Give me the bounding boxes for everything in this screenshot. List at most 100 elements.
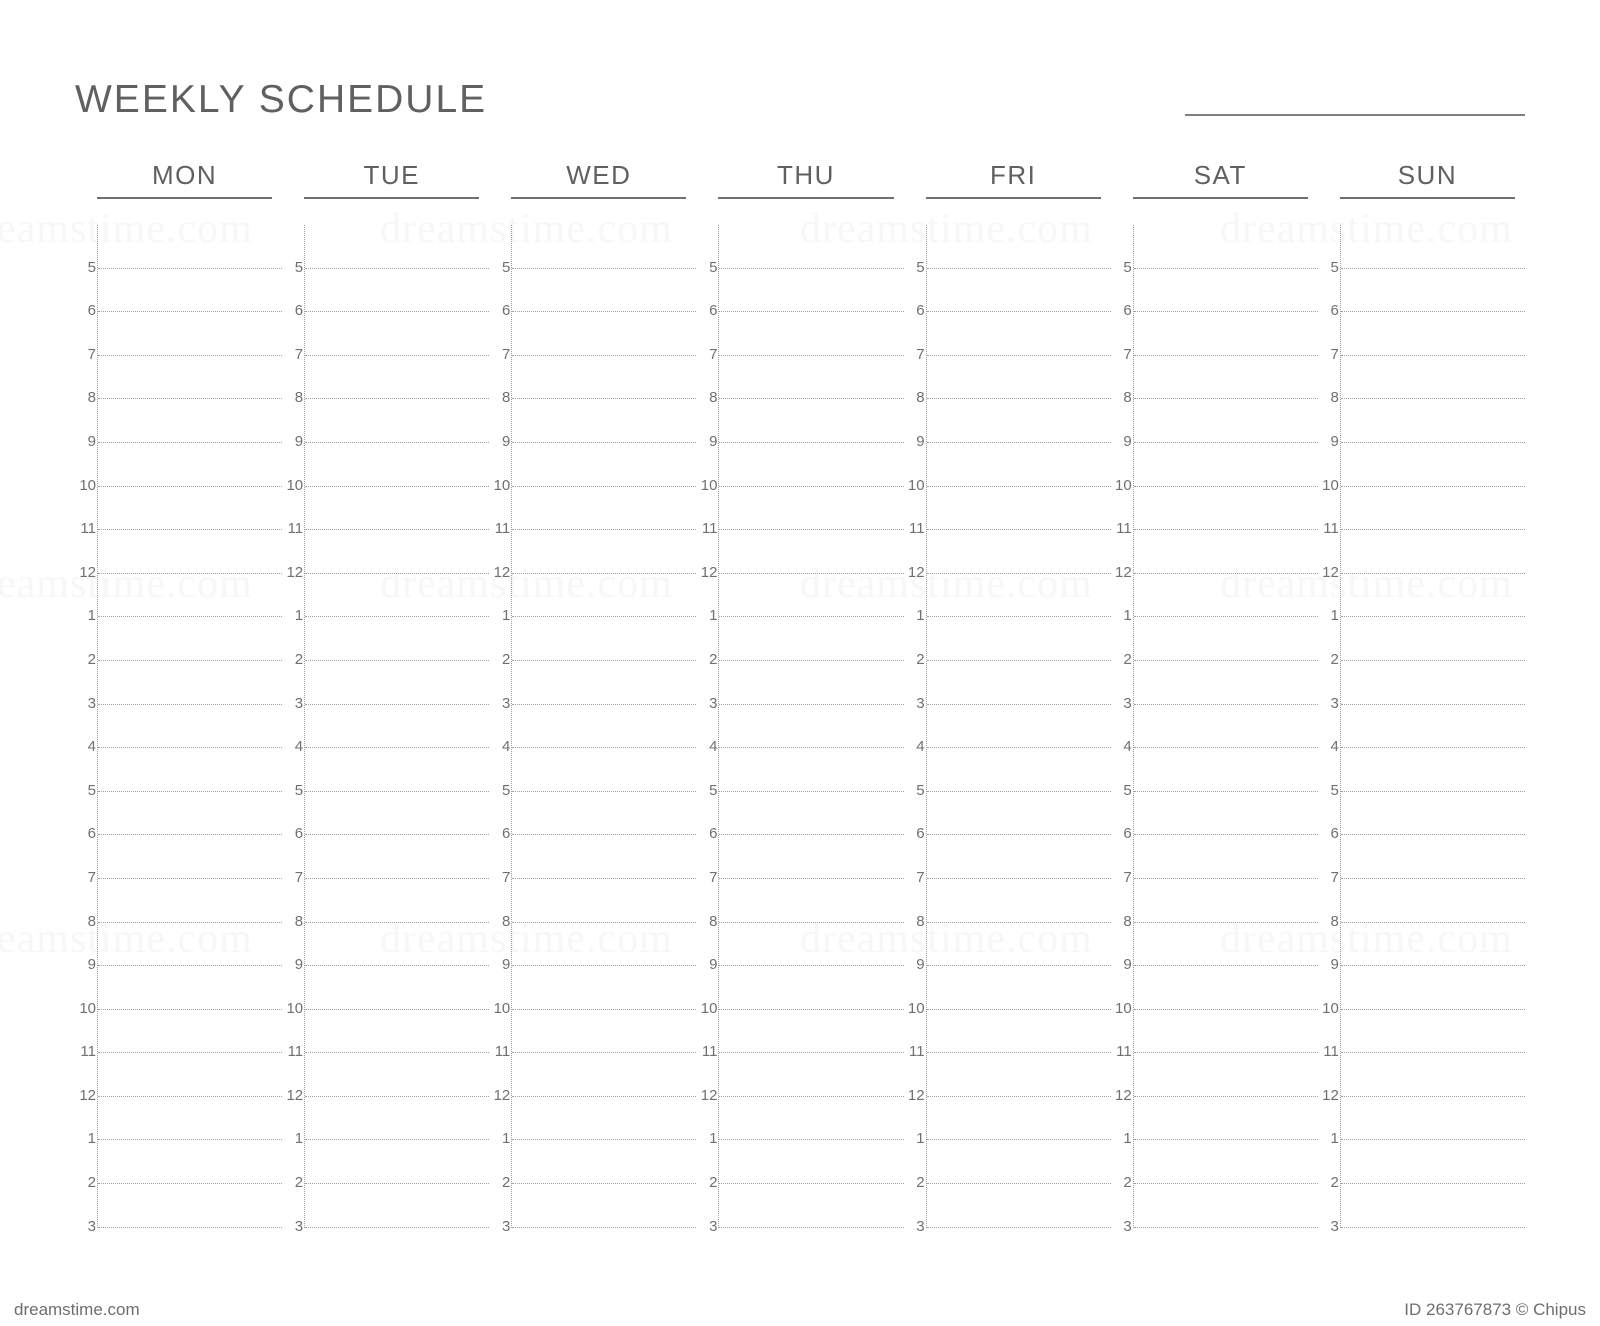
day-header: MON [97, 160, 272, 199]
hour-label: 8 [905, 389, 925, 406]
hour-row: 7 [719, 312, 903, 356]
hour-label: 6 [905, 302, 925, 319]
hour-label: 12 [1319, 564, 1339, 581]
hour-label: 2 [697, 651, 717, 668]
hour-label: 6 [1112, 825, 1132, 842]
hour-row: 11 [512, 1010, 696, 1054]
hour-label: 9 [905, 956, 925, 973]
hour-row: 5 [512, 748, 696, 792]
hour-row: 5 [98, 225, 282, 269]
hour-label: 11 [283, 1043, 303, 1060]
hour-row: 5 [305, 748, 489, 792]
hour-row: 10 [1134, 966, 1318, 1010]
hour-row: 8 [927, 879, 1111, 923]
hour-label: 6 [283, 302, 303, 319]
hour-row: 6 [512, 269, 696, 313]
hour-label: 12 [905, 1087, 925, 1104]
hour-row: 2 [927, 1140, 1111, 1184]
hour-row: 6 [719, 792, 903, 836]
hour-label: 2 [1112, 1174, 1132, 1191]
hour-label: 11 [76, 520, 96, 537]
hour-label: 3 [1319, 695, 1339, 712]
hour-label: 6 [697, 302, 717, 319]
day-header: WED [511, 160, 686, 199]
hour-label: 9 [1112, 956, 1132, 973]
hour-row: 2 [1134, 1140, 1318, 1184]
hour-row: 7 [927, 312, 1111, 356]
hour-row: 8 [305, 879, 489, 923]
hour-label: 3 [490, 1218, 510, 1235]
hour-label: 10 [283, 1000, 303, 1017]
day-column-thu: THU56789101112123456789101112123 [696, 160, 903, 1228]
hour-label: 9 [283, 433, 303, 450]
hour-row: 11 [1134, 487, 1318, 531]
hour-label: 1 [1112, 607, 1132, 624]
day-body: 56789101112123456789101112123 [718, 225, 903, 1228]
hour-row: 10 [719, 443, 903, 487]
hour-row: 12 [512, 1053, 696, 1097]
hour-label: 4 [697, 738, 717, 755]
hour-row: 4 [512, 705, 696, 749]
hour-row: 9 [98, 399, 282, 443]
hour-label: 3 [905, 695, 925, 712]
hour-label: 1 [905, 607, 925, 624]
hour-label: 8 [283, 389, 303, 406]
hour-row: 7 [719, 835, 903, 879]
hour-row: 9 [1341, 399, 1525, 443]
hour-label: 1 [1319, 1130, 1339, 1147]
hour-row: 1 [719, 1097, 903, 1141]
hour-row: 6 [927, 269, 1111, 313]
hour-label: 7 [490, 869, 510, 886]
hour-label: 2 [905, 651, 925, 668]
hour-row: 6 [719, 269, 903, 313]
hour-label: 3 [76, 695, 96, 712]
hour-label: 5 [490, 782, 510, 799]
hour-label: 3 [76, 1218, 96, 1235]
day-body: 56789101112123456789101112123 [511, 225, 696, 1228]
hour-label: 3 [283, 1218, 303, 1235]
hour-row: 5 [1134, 748, 1318, 792]
hour-label: 10 [76, 1000, 96, 1017]
hour-row: 6 [1134, 792, 1318, 836]
hour-row: 5 [719, 225, 903, 269]
hour-row: 7 [927, 835, 1111, 879]
hour-row: 4 [305, 705, 489, 749]
hour-row: 1 [98, 574, 282, 618]
hour-row: 2 [927, 617, 1111, 661]
day-column-tue: TUE56789101112123456789101112123 [282, 160, 489, 1228]
hour-label: 7 [76, 869, 96, 886]
hour-label: 11 [490, 1043, 510, 1060]
hour-label: 6 [76, 302, 96, 319]
hour-label: 2 [905, 1174, 925, 1191]
hour-label: 1 [490, 607, 510, 624]
hour-label: 1 [697, 1130, 717, 1147]
hour-row: 12 [927, 530, 1111, 574]
hour-row: 2 [98, 1140, 282, 1184]
hour-row: 11 [927, 1010, 1111, 1054]
hour-label: 8 [1112, 913, 1132, 930]
hour-label: 5 [283, 259, 303, 276]
hour-label: 8 [905, 913, 925, 930]
hour-label: 7 [76, 346, 96, 363]
hour-label: 10 [490, 1000, 510, 1017]
hour-label: 1 [490, 1130, 510, 1147]
hour-row: 2 [305, 617, 489, 661]
hour-row: 9 [1134, 399, 1318, 443]
hour-label: 9 [76, 956, 96, 973]
hour-label: 11 [1319, 1043, 1339, 1060]
hour-label: 7 [905, 869, 925, 886]
hour-row: 9 [719, 399, 903, 443]
hour-row: 7 [512, 835, 696, 879]
hour-label: 7 [490, 346, 510, 363]
hour-row: 12 [719, 530, 903, 574]
hour-label: 3 [1319, 1218, 1339, 1235]
hour-label: 8 [1112, 389, 1132, 406]
hour-row: 7 [98, 312, 282, 356]
hour-row: 12 [98, 1053, 282, 1097]
hour-row: 7 [305, 312, 489, 356]
hour-row: 11 [512, 487, 696, 531]
hour-label: 4 [905, 738, 925, 755]
hour-row: 11 [1341, 1010, 1525, 1054]
footer-left: dreamstime.com [14, 1300, 140, 1320]
hour-label: 3 [905, 1218, 925, 1235]
